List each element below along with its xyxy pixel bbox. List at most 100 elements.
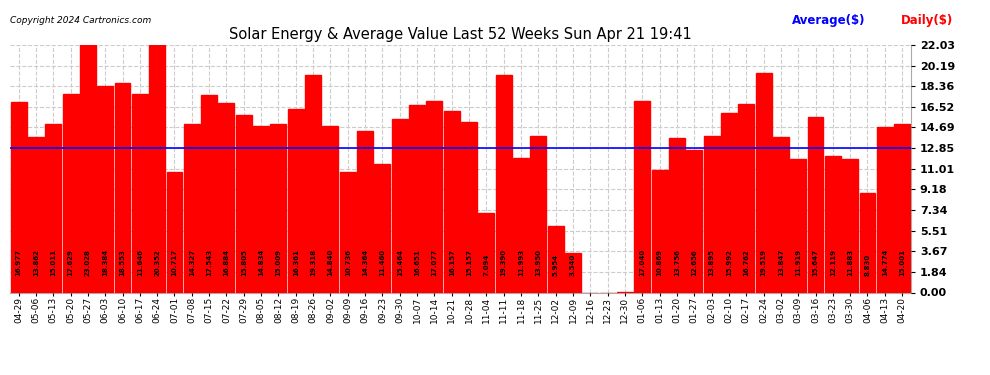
Text: 11.919: 11.919	[795, 249, 801, 276]
Text: 13.862: 13.862	[33, 249, 39, 276]
Bar	[842, 159, 858, 292]
Bar	[894, 124, 910, 292]
Text: Copyright 2024 Cartronics.com: Copyright 2024 Cartronics.com	[10, 16, 151, 25]
Text: 16.157: 16.157	[448, 249, 454, 276]
Text: 14.840: 14.840	[328, 248, 334, 276]
Text: 15.992: 15.992	[726, 249, 732, 276]
Text: 20.352: 20.352	[154, 249, 160, 276]
Text: 10.717: 10.717	[171, 249, 177, 276]
Text: 19.390: 19.390	[501, 249, 507, 276]
Text: 13.847: 13.847	[778, 248, 784, 276]
Text: 18.553: 18.553	[120, 249, 126, 276]
Bar	[513, 158, 529, 292]
Bar	[97, 86, 113, 292]
Bar	[859, 193, 875, 292]
Text: 14.327: 14.327	[189, 249, 195, 276]
Bar	[773, 137, 789, 292]
Text: 7.094: 7.094	[483, 253, 489, 276]
Bar	[686, 150, 702, 292]
Text: 11.460: 11.460	[379, 249, 385, 276]
Text: 11.883: 11.883	[847, 249, 853, 276]
Bar	[392, 119, 408, 292]
Bar	[253, 126, 269, 292]
Bar	[184, 124, 200, 292]
Text: 13.756: 13.756	[674, 249, 680, 276]
Text: Average($): Average($)	[792, 14, 865, 27]
Text: 15.805: 15.805	[241, 249, 247, 276]
Text: 18.384: 18.384	[102, 248, 108, 276]
Text: 15.464: 15.464	[397, 249, 403, 276]
Text: 16.361: 16.361	[293, 249, 299, 276]
Text: 16.651: 16.651	[414, 249, 420, 276]
Bar	[651, 170, 667, 292]
Text: 13.895: 13.895	[709, 249, 715, 276]
Bar	[790, 159, 806, 292]
Text: 16.977: 16.977	[16, 249, 22, 276]
Bar	[635, 101, 650, 292]
Text: 23.028: 23.028	[85, 249, 91, 276]
Bar	[149, 45, 165, 292]
Bar	[409, 105, 425, 292]
Bar	[62, 94, 78, 292]
Text: 17.077: 17.077	[432, 249, 438, 276]
Text: 15.011: 15.011	[50, 249, 56, 276]
Bar	[46, 124, 61, 292]
Bar	[80, 34, 96, 292]
Text: 10.736: 10.736	[345, 249, 350, 276]
Bar	[219, 103, 235, 292]
Bar	[357, 131, 373, 292]
Text: 16.884: 16.884	[224, 249, 230, 276]
Bar	[340, 172, 355, 292]
Text: 15.157: 15.157	[466, 249, 472, 276]
Text: 17.040: 17.040	[640, 248, 645, 276]
Bar	[461, 122, 477, 292]
Bar	[721, 113, 737, 292]
Text: 17.629: 17.629	[67, 249, 73, 276]
Text: 14.364: 14.364	[362, 248, 368, 276]
Text: 17.543: 17.543	[206, 249, 212, 276]
Text: 11.993: 11.993	[518, 249, 524, 276]
Bar	[825, 156, 841, 292]
Text: 14.834: 14.834	[258, 248, 264, 276]
Bar	[28, 137, 44, 292]
Bar	[531, 136, 546, 292]
Text: 13.950: 13.950	[536, 249, 542, 276]
Title: Solar Energy & Average Value Last 52 Weeks Sun Apr 21 19:41: Solar Energy & Average Value Last 52 Wee…	[229, 27, 692, 42]
Text: 3.540: 3.540	[570, 254, 576, 276]
Text: 19.318: 19.318	[310, 249, 316, 276]
Bar	[877, 126, 893, 292]
Bar	[11, 102, 27, 292]
Text: 12.656: 12.656	[691, 249, 697, 276]
Text: 14.774: 14.774	[882, 248, 888, 276]
Bar	[374, 164, 390, 292]
Text: 5.954: 5.954	[552, 254, 558, 276]
Bar	[201, 95, 217, 292]
Bar	[669, 138, 685, 292]
Bar	[496, 75, 512, 292]
Text: 12.119: 12.119	[830, 249, 836, 276]
Bar	[270, 124, 286, 292]
Text: 19.519: 19.519	[760, 249, 766, 276]
Bar	[236, 115, 251, 292]
Bar	[755, 73, 771, 292]
Bar	[288, 109, 304, 292]
Bar	[323, 126, 339, 292]
Bar	[478, 213, 494, 292]
Text: 15.009: 15.009	[275, 249, 281, 276]
Bar	[547, 226, 563, 292]
Bar	[444, 111, 459, 292]
Text: 11.646: 11.646	[137, 249, 143, 276]
Bar	[704, 136, 720, 292]
Text: 15.647: 15.647	[813, 249, 819, 276]
Text: 8.830: 8.830	[864, 254, 870, 276]
Text: 16.762: 16.762	[743, 249, 749, 276]
Bar	[166, 172, 182, 292]
Bar	[739, 104, 754, 292]
Bar	[565, 253, 581, 292]
Bar	[427, 100, 443, 292]
Bar	[305, 75, 321, 292]
Text: 15.001: 15.001	[899, 249, 905, 276]
Bar	[115, 83, 131, 292]
Text: Daily($): Daily($)	[901, 14, 953, 27]
Bar	[132, 94, 148, 292]
